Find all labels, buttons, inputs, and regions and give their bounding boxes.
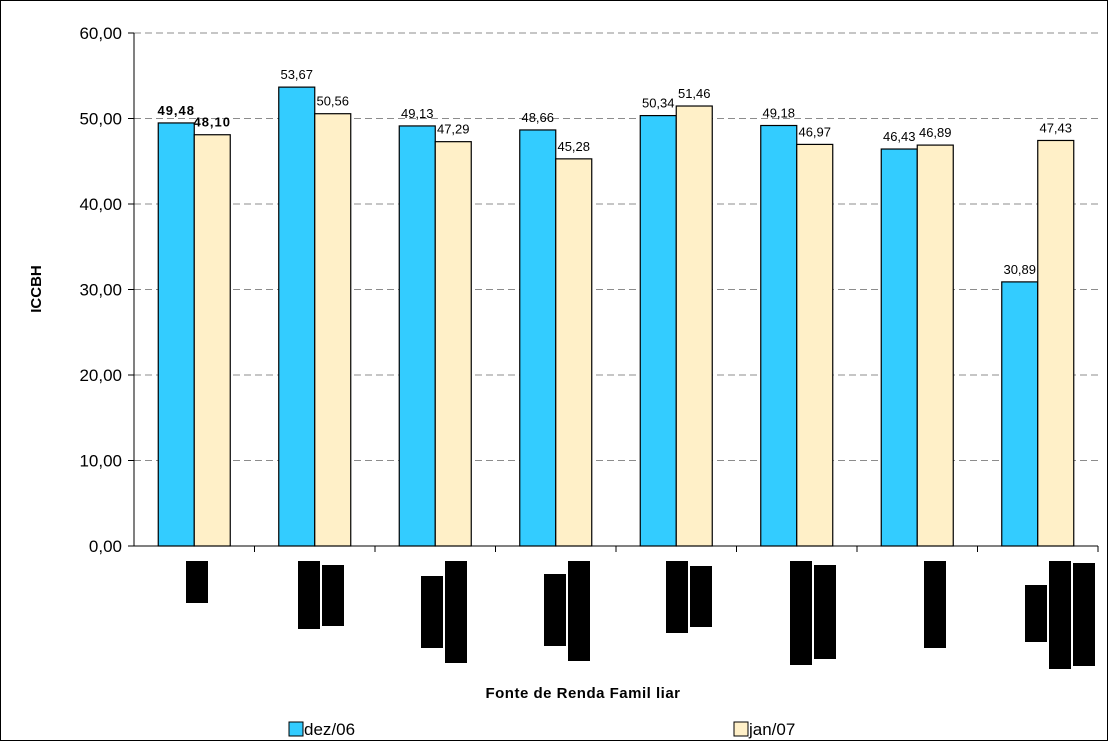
redacted-label-block [1049,561,1071,669]
data-label: 50,56 [316,94,349,109]
bar-dez06 [1001,281,1039,547]
y-tick-label: 30,00 [79,281,122,300]
legend-swatch-jan07 [733,721,749,737]
data-label: 46,43 [883,129,916,144]
bar-jan07 [314,113,352,547]
y-axis-title: ICCBH [28,265,45,313]
data-label: 53,67 [280,67,313,82]
y-tick-label: 0,00 [89,537,122,556]
legend-label-dez06: dez/06 [304,720,355,739]
y-tick-label: 20,00 [79,366,122,385]
legend: dez/06 jan/07 [288,720,795,739]
bar-jan07 [193,134,231,547]
redacted-label-block [1073,563,1095,666]
bar-dez06 [760,124,798,547]
data-label: 51,46 [678,86,711,101]
legend-label-jan07: jan/07 [748,720,795,739]
data-label: 47,43 [1039,120,1072,135]
data-label: 45,28 [557,139,590,154]
bar-jan07 [916,144,954,547]
data-label: 49,18 [762,106,795,121]
data-label: 50,34 [642,96,675,111]
redacted-label-block [421,576,443,648]
legend-swatch-dez06 [288,721,304,737]
data-label: 49,13 [401,106,434,121]
bar-jan07 [796,143,834,547]
bar-jan07 [434,141,472,547]
redacted-label-block [666,561,688,633]
bar-jan07 [675,105,713,547]
y-tick-label: 60,00 [79,24,122,43]
redacted-category-labels [186,561,1095,669]
redacted-label-block [186,561,208,603]
redacted-label-block [690,566,712,627]
bar-dez06 [398,125,436,547]
bar-dez06 [519,129,557,547]
x-axis-title: Fonte de Renda Famil liar [485,685,680,702]
data-label: 30,89 [1003,262,1036,277]
bar-dez06 [157,122,195,547]
bar-dez06 [278,86,316,547]
y-tick-labels: 0,00 10,00 20,00 30,00 40,00 50,00 60,00 [79,24,122,556]
data-label: 48,10 [193,115,231,130]
data-label: 46,89 [919,125,952,140]
y-tick-label: 10,00 [79,452,122,471]
bar-dez06 [880,148,918,547]
bars [157,86,1075,547]
redacted-label-block [568,561,590,661]
redacted-label-block [814,565,836,659]
y-tick-label: 40,00 [79,195,122,214]
redacted-label-block [445,561,467,663]
data-label: 46,97 [798,124,831,139]
redacted-label-block [298,561,320,629]
data-label: 49,48 [157,103,195,118]
bar-jan07 [1037,139,1075,547]
redacted-label-block [1025,585,1047,642]
redacted-label-block [322,565,344,626]
redacted-label-block [544,574,566,646]
redacted-label-block [924,561,946,648]
y-tick-label: 50,00 [79,110,122,129]
bar-dez06 [639,114,677,547]
data-label: 48,66 [521,110,554,125]
redacted-label-block [790,561,812,665]
bar-jan07 [555,158,593,547]
data-label: 47,29 [437,122,470,137]
